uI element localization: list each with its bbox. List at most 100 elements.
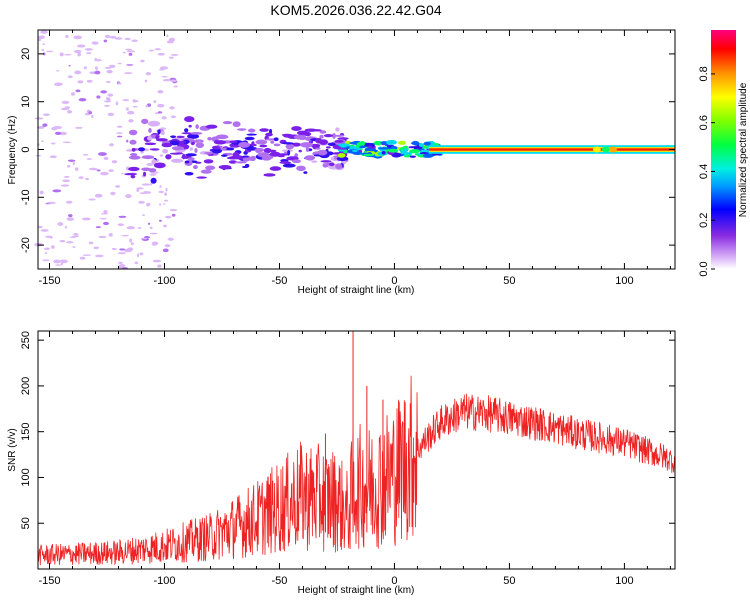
spectrogram-cell [176,135,185,139]
spectrogram-cell [211,147,223,154]
spectrogram-cell [99,217,107,220]
spectrogram-cell [91,41,99,45]
spectrogram-cell [164,244,171,248]
spectrogram-cell [158,219,162,222]
spectrogram-cell [165,154,172,160]
spectrogram-cell [53,259,61,264]
spectrogram-cell [116,132,123,134]
spectrogram-cell [169,79,178,82]
y-tick-label: 150 [20,423,32,441]
spectrogram-cell [195,124,199,129]
spectrogram-cell [129,139,137,145]
spectrogram-cell [281,149,294,153]
spectrogram-cell [50,156,57,159]
spectrogram-cell [193,165,198,170]
spectrogram-cell [287,149,291,156]
x-tick-label: 50 [503,275,515,287]
spectrogram-cell [44,247,51,251]
spectrogram-cell [106,69,113,74]
spectrogram-cell [311,160,318,163]
spectrogram-cell [171,158,184,163]
spectrogram-cell [164,192,167,196]
spectrogram-cell [231,155,243,159]
spectrogram-cell [204,151,213,155]
x-tick-label: 0 [391,275,397,287]
spectrogram-cell [162,248,169,253]
spectrogram-cell [60,184,70,187]
spectrogram-cell [218,165,232,170]
spectrogram-cell [160,130,165,136]
spectrogram-cell [132,105,138,108]
spectrogram-cell [187,157,195,161]
spectrogram-cell [110,191,116,196]
spectrogram-cell [106,97,111,101]
spectrogram-cell [124,37,131,41]
spectrogram-cell [291,159,301,164]
spectrogram-cell [246,156,256,161]
spectrogram-cell [72,246,76,248]
spectrogram-cell [141,118,149,125]
spectrogram-cell [304,155,316,161]
spectrogram-cell [335,163,343,170]
spectrogram-cell [95,254,104,258]
snr-y-axis-label: SNR (v/v) [7,428,18,471]
spectrogram-cell [315,147,321,150]
spectrogram-cell [207,136,213,141]
spectrogram-cell [358,145,366,149]
spectrogram-cell [40,30,48,34]
spectrogram-cell [52,189,62,193]
spectrogram-cell [85,52,92,55]
spectrogram-cell [95,66,98,71]
spectrogram-cell [66,217,75,221]
spectrogram-cell [279,161,292,164]
spectrogram-cell [131,39,138,42]
spectrogram-cell [300,142,313,148]
spectrogram-cell [136,188,140,192]
spectrogram-cell [131,147,136,152]
spectrogram-cell [187,133,200,139]
spectrogram-cell [145,104,149,108]
spectrogram-cell [157,111,163,114]
spectrogram-cell [64,225,68,229]
spectrogram-cell [104,34,111,39]
spectrogram-cell [83,66,87,70]
spectrogram-cell [140,59,145,63]
x-tick-label: -150 [38,275,60,287]
spectrogram-cell [60,107,70,111]
spectrogram-cell [328,162,335,167]
spectrogram-cell [139,252,144,256]
spectrogram-cell [162,79,172,82]
spectrogram-cell [40,229,49,232]
spectrogram-cell [193,139,204,144]
spectrogram-cell [152,259,162,263]
spectrogram-cell [149,173,157,176]
spectrogram-cell [122,99,130,102]
spectrogram-cell [97,152,107,156]
spectrogram-cell [157,103,165,108]
spectrogram-cell [78,97,87,102]
spectrogram-cell [128,52,133,56]
spectrogram-cell [65,34,69,39]
spectrogram-cell [143,171,147,177]
spectrogram-cell [104,104,110,107]
spectrogram-cell [41,140,44,142]
spectrogram-cell [148,128,152,134]
spectrogram-cell [76,44,86,48]
spectrogram-cell [169,140,180,146]
spectrogram-cell [107,112,115,116]
spectrogram-cell [82,254,92,257]
spectrogram-cell [96,169,101,172]
spectrogram-cell [108,169,114,172]
spectrogram-cell [319,130,327,134]
spectrogram-cell [59,52,64,57]
spectrogram-cell [79,256,86,260]
spectrogram-cell [109,64,116,68]
spectrogram-cell [141,167,151,171]
spectrogram-cell [73,233,79,236]
spectrogram-cell [263,173,276,177]
spectrogram-cell [234,161,247,164]
spectrogram-cell [118,215,127,218]
spectrogram-cell [381,151,386,155]
spectrogram-cell [82,217,91,221]
